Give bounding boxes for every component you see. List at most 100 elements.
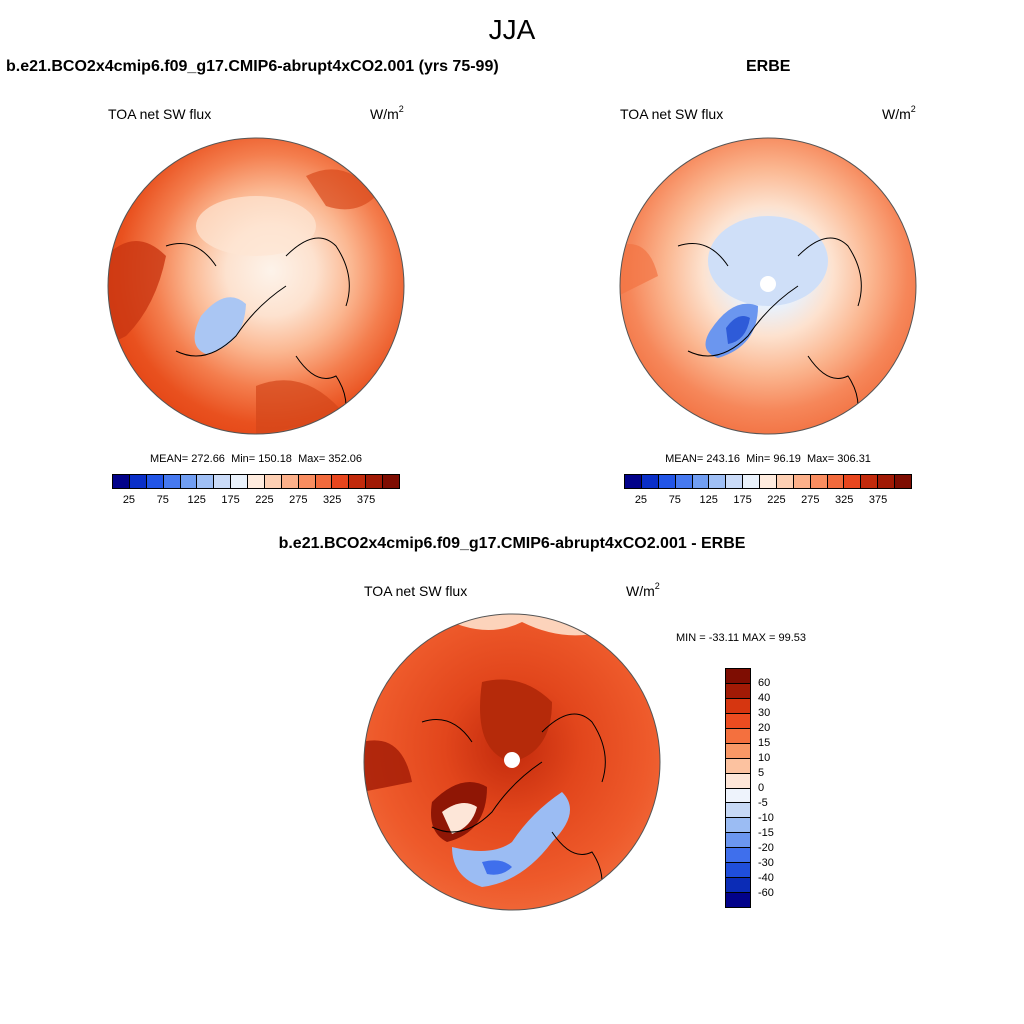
model-colorbar-box (315, 475, 333, 488)
diff-colorbar-box (726, 683, 750, 699)
diff-colorbar-tick-label: -30 (758, 857, 774, 869)
obs-colorbar-box (760, 475, 777, 488)
obs-colorbar-box (810, 475, 828, 488)
obs-colorbar-box (692, 475, 710, 488)
model-colorbar-box (146, 475, 164, 488)
model-colorbar-box (349, 475, 367, 488)
diff-colorbar-tick-label: -15 (758, 827, 774, 839)
model-colorbar-box (129, 475, 147, 488)
obs-max: 306.31 (837, 453, 871, 465)
model-colorbar-tick-label: 225 (255, 494, 274, 506)
obs-colorbar-box (641, 475, 659, 488)
obs-stats: MEAN= 243.16 Min= 96.19 Max= 306.31 (665, 453, 871, 465)
obs-mean: 243.16 (706, 453, 740, 465)
model-mean: 272.66 (191, 453, 225, 465)
model-units-label: W/m2 (370, 104, 404, 122)
diff-colorbar-box (726, 818, 750, 834)
obs-colorbar-tick-label: 75 (668, 494, 681, 506)
model-min: 150.18 (258, 453, 292, 465)
diff-colorbar-tick-label: -5 (758, 797, 768, 809)
diff-colorbar-tick-label: 5 (758, 767, 765, 779)
diff-colorbar-box (726, 893, 750, 907)
diff-colorbar-box (726, 669, 750, 684)
diff-colorbar-box (726, 848, 750, 864)
model-colorbar-box (264, 475, 282, 488)
obs-variable-label: TOA net SW flux (620, 106, 724, 122)
diff-colorbar-box (726, 713, 750, 729)
diff-colorbar-tick-label: 10 (758, 752, 771, 764)
obs-colorbar-box (895, 475, 911, 488)
model-colorbar-box (332, 475, 350, 488)
obs-colorbar-box (675, 475, 693, 488)
obs-colorbar-tick-label: 125 (699, 494, 718, 506)
diff-colorbar-tick-label: 30 (758, 707, 771, 719)
obs-panel-title: ERBE (746, 58, 791, 75)
model-colorbar-box (113, 475, 130, 488)
model-colorbar-box (197, 475, 215, 488)
obs-colorbar-box (625, 475, 642, 488)
model-colorbar-box (383, 475, 399, 488)
obs-units-label: W/m2 (882, 104, 916, 122)
model-variable-label: TOA net SW flux (108, 106, 212, 122)
obs-colorbar-tick-label: 175 (733, 494, 752, 506)
model-colorbar-tick-label: 375 (356, 494, 376, 506)
diff-colorbar-box (726, 788, 750, 804)
obs-colorbar-box (709, 475, 727, 488)
diff-colorbar-tick-label: 40 (758, 692, 771, 704)
model-colorbar-box (231, 475, 248, 488)
diff-colorbar-tick-label: 0 (758, 782, 765, 794)
obs-colorbar-box (878, 475, 895, 488)
model-panel-title: b.e21.BCO2x4cmip6.f09_g17.CMIP6-abrupt4x… (6, 58, 499, 75)
obs-colorbar-box (793, 475, 811, 488)
obs-colorbar-box (827, 475, 845, 488)
diff-colorbar-ticks: 60 40 30 20 15 10 5 0 -5 -10 -15 -20 -30 -40 -60 (758, 668, 798, 908)
diff-colorbar-box (726, 743, 750, 759)
diff-colorbar (725, 668, 751, 908)
model-colorbar-tick-label: 175 (221, 494, 240, 506)
obs-colorbar-tick-label: 225 (767, 494, 786, 506)
model-colorbar-box (214, 475, 232, 488)
obs-colorbar-box (844, 475, 862, 488)
obs-colorbar-tick-label: 25 (634, 494, 648, 506)
diff-variable-label: TOA net SW flux (364, 583, 468, 599)
obs-colorbar (624, 474, 912, 489)
diff-colorbar-tick-label: -10 (758, 812, 774, 824)
obs-colorbar-tick-label: 375 (868, 494, 888, 506)
diff-colorbar-tick-label: 60 (758, 677, 771, 689)
model-max: 352.06 (328, 453, 362, 465)
diff-colorbar-box (726, 698, 750, 714)
diff-colorbar-tick-label: -60 (758, 887, 774, 899)
diff-colorbar-box (726, 758, 750, 774)
model-colorbar-tick-label: 325 (323, 494, 342, 506)
obs-min: 96.19 (773, 453, 801, 465)
obs-colorbar-tick-label: 325 (835, 494, 854, 506)
diff-colorbar-box (726, 728, 750, 744)
model-colorbar-box (298, 475, 316, 488)
diff-colorbar-box (726, 773, 750, 789)
model-colorbar (112, 474, 400, 489)
obs-colorbar-box (726, 475, 744, 488)
season-title: JJA (488, 14, 536, 45)
model-colorbar-tick-label: 275 (289, 494, 308, 506)
model-stats: MEAN= 272.66 Min= 150.18 Max= 352.06 (150, 453, 362, 465)
model-colorbar-box (163, 475, 181, 488)
diff-colorbar-box (726, 863, 750, 879)
model-colorbar-tick-label: 25 (122, 494, 136, 506)
model-colorbar-box (366, 475, 383, 488)
model-polar-map (107, 137, 405, 435)
model-colorbar-tick-label: 75 (156, 494, 169, 506)
diff-minmax: MIN = -33.11 MAX = 99.53 (676, 632, 807, 644)
model-colorbar-ticks: 25 75 125 175 225 275 325 375 (112, 494, 400, 508)
diff-colorbar-tick-label: -20 (758, 842, 774, 854)
diff-polar-map (363, 613, 661, 911)
diff-colorbar-box (726, 833, 750, 849)
diff-panel-title: b.e21.BCO2x4cmip6.f09_g17.CMIP6-abrupt4x… (278, 535, 746, 552)
diff-colorbar-box (726, 803, 750, 819)
model-colorbar-box (180, 475, 198, 488)
diff-colorbar-box (726, 878, 750, 894)
obs-colorbar-ticks: 25 75 125 175 225 275 325 375 (624, 494, 912, 508)
diff-colorbar-tick-label: -40 (758, 872, 774, 884)
obs-colorbar-tick-label: 275 (801, 494, 820, 506)
model-colorbar-tick-label: 125 (187, 494, 206, 506)
obs-polar-map (619, 137, 917, 435)
